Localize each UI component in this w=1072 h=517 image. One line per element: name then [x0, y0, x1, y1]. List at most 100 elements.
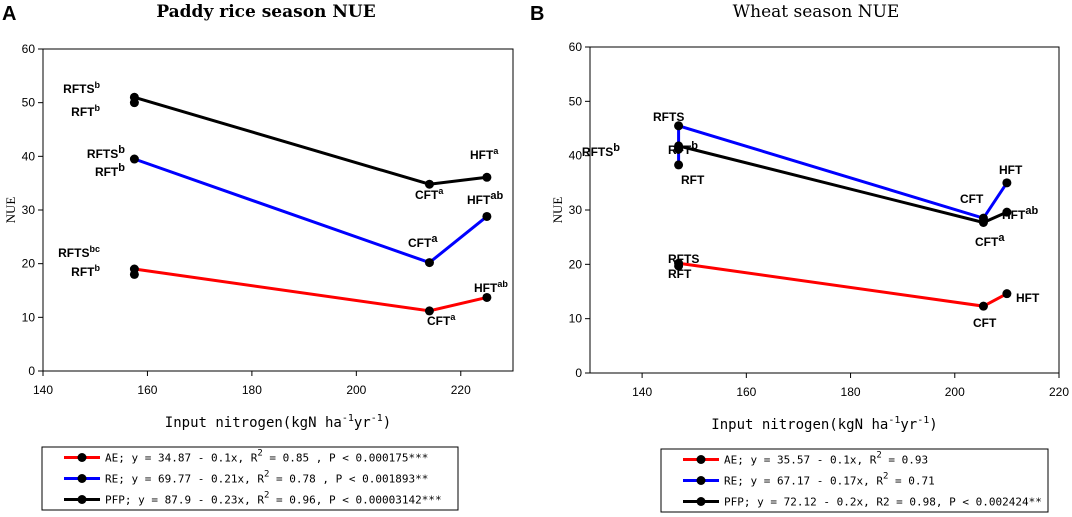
panel-b-annotation-text: RFT — [681, 173, 705, 187]
panel-b-annotation-superscript: a — [998, 232, 1005, 244]
panel-b-legend-text-end: = 0.71 — [888, 475, 934, 488]
panel-a-annotation-text: RFT — [71, 105, 95, 119]
panel-b-x-tick-label: 200 — [945, 385, 965, 399]
panel-b-point-annotation: CFT — [973, 316, 997, 330]
panel-b-annotation-text: RFTS — [582, 145, 613, 159]
panel-a-series-re-line — [133, 157, 488, 265]
panel-a-point-annotation: CFTa — [427, 312, 456, 328]
panel-a-annotation-superscript: b — [118, 144, 125, 156]
panel-b-point-annotation: RFTb — [668, 140, 698, 157]
panel-a-y-tick-label: 20 — [22, 257, 36, 271]
panel-a-x-tick-label: 140 — [33, 383, 53, 397]
panel-b-point-annotation: HFTab — [1002, 205, 1038, 222]
panel-a-legend-text-end: = 0.96, P < 0.00003142*** — [269, 494, 441, 507]
panel-a-annotation-text: RFT — [95, 165, 119, 179]
panel-b-x-tick-label: 160 — [736, 385, 756, 399]
panel-a-point-annotation: RFTb — [95, 162, 125, 179]
panel-a-annotation-text: HFT — [474, 281, 498, 295]
panel-b-point-annotation: CFT — [960, 192, 984, 206]
panel-b-y-tick-label: 30 — [569, 203, 583, 217]
panel-a-xlabel-main: Input nitrogen(kgN ha — [165, 415, 342, 431]
panel-b-annotation-superscript: b — [613, 142, 620, 154]
panel-b-xlabel-sup2: -1 — [917, 415, 929, 426]
panel-a-legend-text-main: RE; y = 69.77 - 0.21x, R — [105, 473, 264, 486]
panel-b-annotation-text: CFT — [973, 316, 997, 330]
panel-b-x-tick-label: 140 — [632, 385, 652, 399]
panel-b-legend-text-main: AE; y = 35.57 - 0.1x, R — [724, 454, 877, 467]
panel-a-annotation-text: CFT — [427, 314, 451, 328]
panel-a-legend-text-sup: 2 — [264, 470, 269, 480]
panel-b-y-tick-label: 10 — [569, 312, 583, 326]
panel-a-annotation-superscript: ab — [490, 190, 503, 202]
panel-b-legend-label-re: RE; y = 67.17 - 0.17x, R2 = 0.71 — [724, 472, 935, 488]
panel-a-annotation-text: RFTS — [63, 82, 94, 96]
panel-b-legend-text-main: PFP; y = 72.12 - 0.2x, R2 = 0.98, P < 0.… — [724, 496, 1042, 509]
panel-b-annotation-text: HFT — [1016, 291, 1040, 305]
panel-a-annotation-text: RFTS — [87, 147, 118, 161]
panel-a-legend-text-sup: 2 — [257, 449, 262, 459]
panel-b-point-annotation: HFT — [999, 163, 1023, 177]
panel-letter-b: B — [530, 3, 544, 25]
panel-b-xlabel-end: ) — [929, 417, 937, 433]
panel-b-series-re-point — [674, 160, 684, 170]
panel-a-point-annotation: RFTSb — [87, 144, 125, 161]
panel-a-series-re-point — [424, 258, 434, 268]
panel-b-series-re-line — [677, 123, 1009, 220]
panel-a-annotation-superscript: b — [118, 162, 125, 174]
panel-a-legend-text-sup: 2 — [264, 491, 269, 501]
panel-b-xlabel-sup1: -1 — [888, 415, 900, 426]
panel-b-x-axis-label: Input nitrogen(kgN ha-1yr-1) — [711, 415, 937, 433]
panel-b-annotation-text: RFT — [668, 143, 692, 157]
panel-b-annotation-text: RFT — [668, 267, 692, 281]
panel-b-annotation-superscript: b — [691, 140, 698, 152]
panel-a-series-re-point — [129, 154, 139, 164]
chart-title-b: Wheat season NUE — [733, 2, 900, 22]
panel-b-series-pfp-point — [978, 217, 988, 227]
panel-b-annotation-text: CFT — [975, 235, 999, 249]
panel-b-legend-text-sup: 2 — [883, 472, 888, 482]
panel-a-annotation-text: CFT — [415, 188, 439, 202]
panel-b-legend-marker-re — [696, 476, 706, 485]
panel-a-annotation-text: RFT — [71, 265, 95, 279]
panel-b-annotation-text: RFTS — [653, 110, 684, 124]
panel-b-annotation-text: HFT — [1002, 208, 1026, 222]
panel-a-annotation-superscript: a — [493, 146, 499, 156]
panel-b-series-re-point — [1002, 178, 1012, 188]
panel-b-annotation-superscript: ab — [1025, 205, 1038, 217]
chart-title-a: Paddy rice season NUE — [156, 2, 375, 22]
panel-a-legend-label-ae: AE; y = 34.87 - 0.1x, R2 = 0.85 , P < 0.… — [105, 449, 428, 465]
panel-a-legend-marker-pfp — [77, 495, 87, 504]
panel-b-y-tick-label: 50 — [569, 94, 583, 108]
panel-a-annotation-superscript: a — [431, 233, 438, 245]
panel-a-y-tick-label: 60 — [22, 42, 36, 56]
panel-b-y-axis-label: NUE — [550, 197, 565, 224]
panel-b-legend-marker-pfp — [696, 497, 706, 506]
panel-b-point-annotation: RFTS — [668, 252, 699, 266]
panel-b-legend-text-sup: 2 — [876, 451, 881, 461]
panel-a-x-tick-label: 180 — [242, 383, 262, 397]
panel-b-series-ae-line — [678, 261, 1008, 308]
panel-a-legend-marker-ae — [77, 453, 87, 462]
panel-a-series-ae-point — [482, 292, 492, 302]
panel-a-point-annotation: RFTb — [71, 103, 100, 119]
panel-a-x-tick-label: 220 — [451, 383, 471, 397]
panel-b-legend-marker-ae — [696, 455, 706, 464]
panel-b-point-annotation: HFT — [1016, 291, 1040, 305]
panel-b-x-tick-label: 220 — [1049, 385, 1069, 399]
panel-b-point-annotation: RFTS — [653, 110, 684, 124]
panel-a-point-annotation: HFTa — [470, 146, 499, 162]
panel-b-y-tick-label: 60 — [569, 40, 583, 54]
panel-a-plot: 0 10 20 30 40 50 60 140 160 180 200 220 NUE Input nit… — [3, 42, 514, 511]
panel-a-xlabel-end: ) — [383, 415, 391, 431]
panel-b-point-annotation: RFTSb — [582, 142, 620, 159]
panel-a-series-ae-line — [134, 267, 488, 313]
panel-a-point-annotation: RFTSbc — [58, 244, 100, 260]
panel-a-annotation-superscript: b — [95, 263, 101, 273]
panel-b-y-tick-label: 20 — [569, 257, 583, 271]
panel-a-legend-text-main: PFP; y = 87.9 - 0.23x, R — [105, 494, 264, 507]
panel-a-annotation-superscript: b — [95, 80, 101, 90]
panel-b-x-tick-label: 180 — [841, 385, 861, 399]
panel-a-legend-text-main: AE; y = 34.87 - 0.1x, R — [105, 452, 258, 465]
panel-a-legend-text-end: = 0.78 , P < 0.001893** — [269, 473, 428, 486]
